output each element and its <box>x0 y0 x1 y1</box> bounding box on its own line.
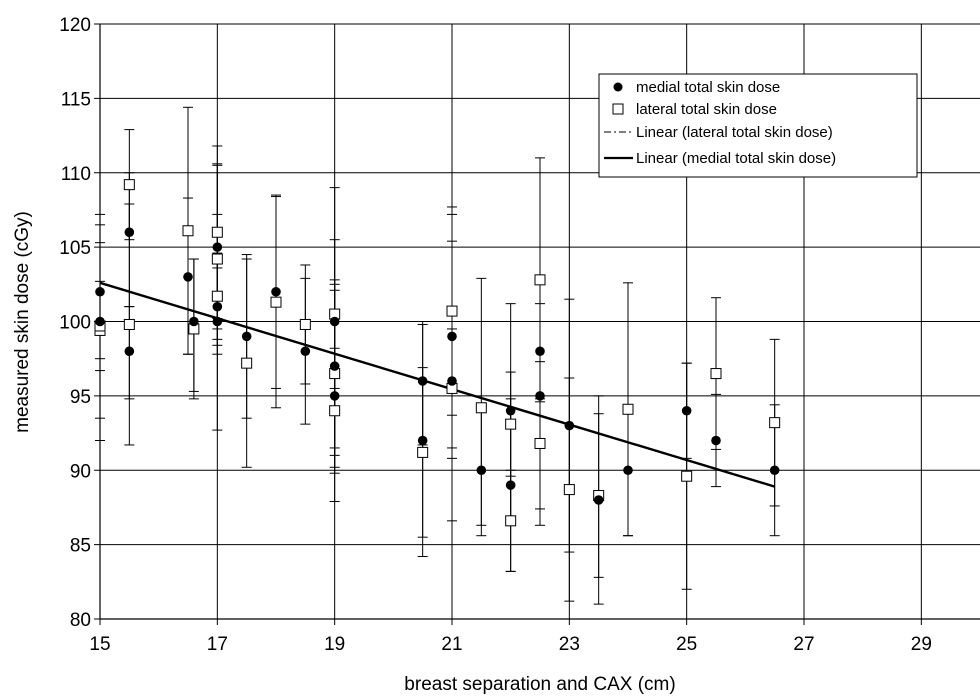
medial-dose-marker <box>476 465 487 476</box>
y-tick-label: 80 <box>70 610 91 631</box>
medial-dose-marker <box>95 286 105 297</box>
lateral-dose-marker <box>241 357 253 369</box>
y-axis-label: measured skin dose (cGy) <box>12 211 33 433</box>
y-tick-label: 115 <box>61 89 91 110</box>
lateral-dose-marker <box>211 290 223 302</box>
medial-dose-marker <box>124 346 135 357</box>
lateral-dose-marker <box>299 318 311 330</box>
medial-dose-marker <box>417 376 428 386</box>
medial-dose-marker <box>505 405 516 416</box>
legend-medial-linear-label: Linear (medial total skin dose) <box>636 150 836 167</box>
x-tick-label: 23 <box>559 634 580 655</box>
lateral-dose-marker <box>446 305 458 317</box>
y-tick-label: 85 <box>70 536 91 557</box>
lateral-dose-marker <box>622 403 634 415</box>
lateral-dose-marker <box>182 225 194 237</box>
lateral-dose-marker <box>475 402 487 414</box>
lateral-dose-marker <box>681 470 693 482</box>
medial-dose-marker <box>95 316 105 327</box>
medial-dose-marker <box>124 227 135 238</box>
lateral-dose-marker <box>769 417 781 429</box>
x-tick-label: 29 <box>911 634 932 655</box>
y-tick-label: 105 <box>59 238 91 259</box>
medial-dose-marker <box>505 480 516 490</box>
lateral-dose-marker <box>563 484 575 496</box>
x-tick-label: 19 <box>324 634 345 655</box>
legend-lateral-marker <box>612 103 624 115</box>
medial-dose-marker <box>535 346 545 357</box>
medial-dose-marker <box>212 316 223 327</box>
medial-dose-marker <box>241 331 252 342</box>
medial-dose-marker <box>769 465 780 476</box>
x-tick-label: 27 <box>793 634 814 655</box>
lateral-dose-marker <box>211 253 223 265</box>
medial-dose-marker <box>189 316 199 327</box>
lateral-dose-marker <box>329 405 341 417</box>
medial-dose-marker <box>300 346 311 357</box>
medial-dose-marker <box>271 286 281 297</box>
legend-medial-label: medial total skin dose <box>636 79 780 96</box>
y-tick-label: 95 <box>70 387 91 408</box>
lateral-dose-marker <box>534 274 546 286</box>
lateral-dose-marker <box>710 368 722 380</box>
error-bars <box>95 106 780 605</box>
x-tick-label: 25 <box>676 634 697 655</box>
data-markers <box>94 179 781 527</box>
medial-dose-marker <box>417 435 428 446</box>
medial-dose-marker <box>593 495 604 505</box>
medial-dose-marker <box>329 361 340 371</box>
x-axis-label: breast separation and CAX (cm) <box>404 674 675 695</box>
lateral-dose-marker <box>123 318 135 330</box>
trendlines <box>99 281 776 488</box>
y-tick-label: 120 <box>59 15 91 36</box>
medial-dose-marker <box>183 272 193 282</box>
medial-dose-marker <box>212 242 223 252</box>
medial-dose-marker <box>447 331 457 342</box>
lateral-dose-marker <box>270 296 282 308</box>
legend-lateral-label: lateral total skin dose <box>636 101 777 118</box>
legend: medial total skin dose lateral total ski… <box>598 73 918 178</box>
lateral-dose-marker <box>505 418 517 430</box>
lateral-dose-marker <box>505 515 517 527</box>
medial-dose-marker <box>564 420 575 431</box>
lateral-dose-marker <box>211 226 223 238</box>
medial-dose-marker <box>711 435 721 446</box>
medial-dose-marker <box>535 391 545 401</box>
x-tick-label: 17 <box>207 634 228 655</box>
y-tick-label: 100 <box>59 313 91 334</box>
medial-dose-marker <box>329 316 340 327</box>
legend-box <box>598 73 918 178</box>
lateral-dose-marker <box>417 446 429 458</box>
medial-dose-marker <box>329 391 340 401</box>
x-tick-label: 15 <box>89 634 110 655</box>
medial-dose-marker <box>212 301 223 312</box>
legend-medial-marker <box>613 82 623 92</box>
x-tick-label: 21 <box>441 634 462 655</box>
lateral-dose-marker <box>123 179 135 191</box>
tick-labels: 80 85 90 95 100 105 110 115 120 15 17 19 21 23 25 27 29 <box>59 15 932 655</box>
medial-dose-marker <box>681 405 692 416</box>
medial-dose-marker <box>623 465 633 476</box>
medial-dose-marker <box>447 376 457 386</box>
y-tick-label: 110 <box>61 164 91 185</box>
y-tick-label: 90 <box>70 461 91 482</box>
lateral-dose-marker <box>534 437 546 449</box>
legend-lateral-linear-label: Linear (lateral total skin dose) <box>636 124 833 141</box>
lateral-trendline <box>99 282 775 488</box>
